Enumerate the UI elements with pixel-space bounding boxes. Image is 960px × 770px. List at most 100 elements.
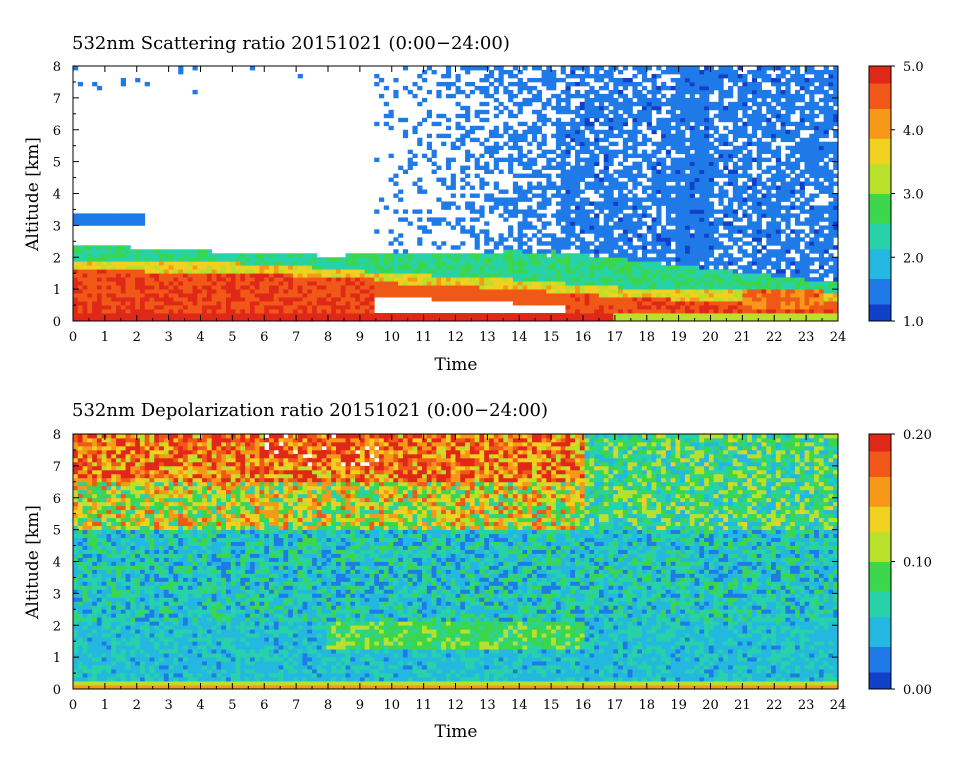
- heatmap-cell: [384, 257, 389, 261]
- heatmap-cell: [494, 130, 499, 134]
- heatmap-cell: [790, 293, 795, 297]
- heatmap-cell: [632, 114, 637, 118]
- heatmap-cell: [451, 186, 456, 190]
- heatmap-cell: [173, 313, 178, 317]
- heatmap-cell: [470, 297, 475, 301]
- heatmap-cell: [92, 281, 97, 285]
- heatmap-cell: [102, 265, 107, 269]
- heatmap-cell: [680, 70, 685, 74]
- heatmap-cell: [565, 142, 570, 146]
- heatmap-cell: [508, 261, 513, 265]
- heatmap-cell: [699, 150, 704, 154]
- heatmap-cell: [594, 225, 599, 229]
- heatmap-cell: [97, 86, 102, 90]
- heatmap-cell: [513, 209, 518, 213]
- heatmap-cell: [398, 289, 403, 293]
- heatmap-cell: [92, 249, 97, 253]
- heatmap-cell: [776, 281, 781, 285]
- heatmap-cell: [202, 281, 207, 285]
- heatmap-cell: [800, 158, 805, 162]
- heatmap-cell: [484, 297, 489, 301]
- heatmap-cell: [145, 257, 150, 261]
- heatmap-cell: [675, 265, 680, 269]
- heatmap-cell: [585, 261, 590, 265]
- heatmap-cell: [613, 241, 618, 245]
- heatmap-cell: [604, 305, 609, 309]
- heatmap-cell: [742, 289, 747, 293]
- heatmap-cell: [202, 261, 207, 265]
- heatmap-cell: [613, 110, 618, 114]
- heatmap-cell: [475, 241, 480, 245]
- heatmap-cell: [800, 122, 805, 126]
- heatmap-cell: [757, 301, 762, 305]
- heatmap-cell: [742, 170, 747, 174]
- heatmap-cell: [169, 253, 174, 257]
- heatmap-cell: [460, 269, 465, 273]
- heatmap-cell: [776, 229, 781, 233]
- heatmap-cell: [556, 301, 561, 305]
- heatmap-cell: [446, 205, 451, 209]
- heatmap-cell: [781, 269, 786, 273]
- heatmap-cell: [752, 90, 757, 94]
- heatmap-cell: [752, 110, 757, 114]
- heatmap-cell: [522, 134, 527, 138]
- heatmap-cell: [240, 309, 245, 313]
- heatmap-cell: [92, 285, 97, 289]
- heatmap-cell: [570, 174, 575, 178]
- heatmap-cell: [628, 297, 633, 301]
- heatmap-cell: [652, 178, 657, 182]
- heatmap-cell: [212, 273, 217, 277]
- heatmap-cell: [699, 142, 704, 146]
- heatmap-cell: [589, 285, 594, 289]
- heatmap-cell: [561, 241, 566, 245]
- heatmap-cell: [522, 86, 527, 90]
- heatmap-cell: [537, 201, 542, 205]
- heatmap-cell: [135, 261, 140, 265]
- heatmap-cell: [389, 293, 394, 297]
- heatmap-cell: [757, 285, 762, 289]
- heatmap-cell: [628, 313, 633, 317]
- heatmap-cell: [604, 70, 609, 74]
- heatmap-cell: [527, 205, 532, 209]
- heatmap-cell: [503, 130, 508, 134]
- heatmap-cell: [212, 269, 217, 273]
- heatmap-cell: [690, 221, 695, 225]
- heatmap-cell: [183, 297, 188, 301]
- heatmap-cell: [379, 313, 384, 317]
- heatmap-cell: [130, 281, 135, 285]
- heatmap-cell: [671, 166, 676, 170]
- heatmap-cell: [628, 253, 633, 257]
- heatmap-cell: [121, 82, 126, 86]
- heatmap-cell: [652, 249, 657, 253]
- heatmap-cell: [527, 265, 532, 269]
- heatmap-cell: [111, 257, 116, 261]
- heatmap-cell: [718, 201, 723, 205]
- heatmap-cell: [78, 309, 83, 313]
- heatmap-cell: [508, 257, 513, 261]
- heatmap-cell: [245, 293, 250, 297]
- heatmap-cell: [102, 245, 107, 249]
- heatmap-cell: [690, 154, 695, 158]
- heatmap-cell: [714, 182, 719, 186]
- heatmap-cell: [718, 273, 723, 277]
- heatmap-cell: [546, 233, 551, 237]
- heatmap-cell: [671, 265, 676, 269]
- heatmap-cell: [475, 297, 480, 301]
- heatmap-cell: [570, 166, 575, 170]
- heatmap-cell: [671, 293, 676, 297]
- heatmap-cell: [805, 106, 810, 110]
- heatmap-cell: [585, 118, 590, 122]
- heatmap-cell: [274, 285, 279, 289]
- heatmap-cell: [188, 281, 193, 285]
- heatmap-cell: [695, 78, 700, 82]
- heatmap-cell: [637, 98, 642, 102]
- heatmap-cell: [642, 213, 647, 217]
- heatmap-cell: [556, 154, 561, 158]
- heatmap-cell: [661, 146, 666, 150]
- heatmap-cell: [350, 281, 355, 285]
- heatmap-cell: [422, 78, 427, 82]
- heatmap-cell: [580, 170, 585, 174]
- heatmap-cell: [618, 102, 623, 106]
- heatmap-cell: [805, 233, 810, 237]
- heatmap-cell: [298, 257, 303, 261]
